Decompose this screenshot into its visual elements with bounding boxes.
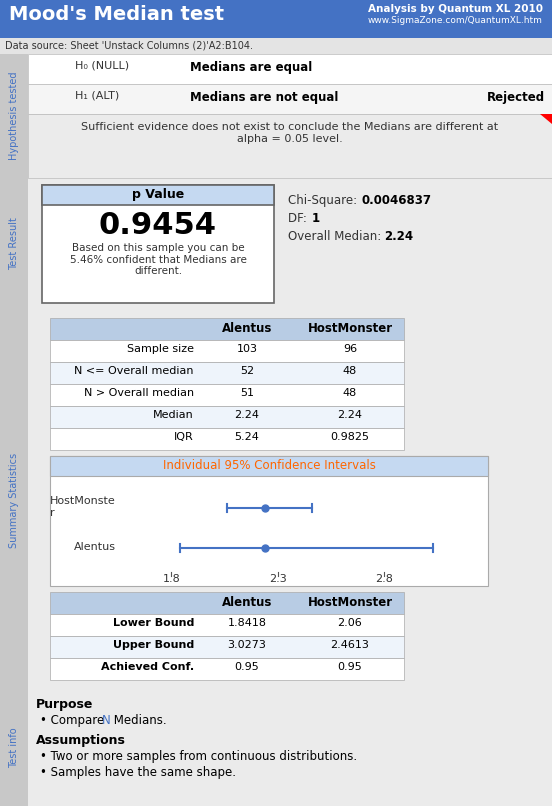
Text: Purpose: Purpose [36,698,93,711]
Text: Alentus: Alentus [74,542,116,552]
Bar [28,84,552,114]
Text: 2.24: 2.24 [384,230,413,243]
Text: Sufficient evidence does not exist to conclude the Medians are different at
alph: Sufficient evidence does not exist to co… [82,122,498,143]
Text: 2.24: 2.24 [337,410,363,420]
Bar [0,310,552,690]
Text: 1.8: 1.8 [162,574,180,584]
Text: 1: 1 [312,212,320,225]
Text: p Value: p Value [132,188,184,201]
Text: N > Overall median: N > Overall median [84,388,194,398]
Bar [50,428,404,450]
Text: Chi-Square:: Chi-Square: [288,194,361,207]
Text: Data source: Sheet 'Unstack Columns (2)'A2:B104.: Data source: Sheet 'Unstack Columns (2)'… [5,40,253,50]
Bar [50,456,488,586]
Text: 2.06: 2.06 [338,618,362,628]
Bar [50,456,488,476]
Text: Analysis by Quantum XL 2010: Analysis by Quantum XL 2010 [368,4,543,14]
Text: www.SigmaZone.com/QuantumXL.htm: www.SigmaZone.com/QuantumXL.htm [368,16,543,25]
Bar [28,114,552,178]
Text: Median: Median [153,410,194,420]
Text: Medians.: Medians. [110,714,167,727]
Bar [42,185,274,303]
Text: H₁ (ALT): H₁ (ALT) [75,91,119,101]
Text: 5.24: 5.24 [235,432,259,442]
Text: Mood's Median test: Mood's Median test [9,5,224,24]
Bar [0,178,28,310]
Text: Alentus: Alentus [222,322,272,335]
Text: • Compare: • Compare [40,714,108,727]
Text: Hypothesis tested: Hypothesis tested [9,72,19,160]
Text: Assumptions: Assumptions [36,734,126,747]
Text: Alentus: Alentus [222,596,272,609]
Bar [50,318,404,340]
Text: 48: 48 [343,388,357,398]
Bar [0,310,28,690]
Text: IQR: IQR [174,432,194,442]
Bar [50,340,404,362]
Polygon shape [540,114,552,124]
Bar [50,362,404,384]
Bar [0,178,552,310]
Text: N <= Overall median: N <= Overall median [75,366,194,376]
Bar [0,0,552,38]
Text: Lower Bound: Lower Bound [113,618,194,628]
Bar [50,614,404,636]
Text: Summary Statistics: Summary Statistics [9,452,19,547]
Text: 52: 52 [240,366,254,376]
Bar [0,38,552,54]
Text: Individual 95% Confidence Intervals: Individual 95% Confidence Intervals [162,459,375,472]
Text: Test info: Test info [9,728,19,768]
Bar [0,690,28,806]
Text: Upper Bound: Upper Bound [113,640,194,650]
Text: Rejected: Rejected [487,91,545,104]
Text: HostMonster: HostMonster [307,596,392,609]
Text: 2.24: 2.24 [235,410,259,420]
Text: 2.8: 2.8 [375,574,393,584]
Text: 0.95: 0.95 [338,662,362,672]
Bar [50,592,404,614]
Text: Medians are equal: Medians are equal [190,61,312,74]
Text: 2.4613: 2.4613 [331,640,369,650]
Bar [0,54,28,178]
Text: 0.95: 0.95 [235,662,259,672]
Text: 0.9454: 0.9454 [99,211,217,240]
Text: Overall Median:: Overall Median: [288,230,385,243]
Bar [42,185,274,205]
Bar [50,636,404,658]
Text: 48: 48 [343,366,357,376]
Text: 0.0046837: 0.0046837 [362,194,432,207]
Text: H₀ (NULL): H₀ (NULL) [75,61,129,71]
Text: N: N [102,714,111,727]
Text: • Two or more samples from continuous distributions.: • Two or more samples from continuous di… [40,750,357,763]
Bar [0,54,552,178]
Text: Medians are not equal: Medians are not equal [190,91,338,104]
Text: DF:: DF: [288,212,311,225]
Bar [50,384,404,406]
Bar [28,54,552,84]
Text: 51: 51 [240,388,254,398]
Text: Based on this sample you can be
5.46% confident that Medians are
different.: Based on this sample you can be 5.46% co… [70,243,246,276]
Bar [50,406,404,428]
Text: Achieved Conf.: Achieved Conf. [101,662,194,672]
Text: • Samples have the same shape.: • Samples have the same shape. [40,766,236,779]
Text: Test Result: Test Result [9,218,19,271]
Bar [50,658,404,680]
Text: HostMonste
r: HostMonste r [50,496,116,517]
Text: Sample size: Sample size [127,344,194,354]
Text: HostMonster: HostMonster [307,322,392,335]
Bar [0,690,552,806]
Text: 0.9825: 0.9825 [331,432,369,442]
Text: 103: 103 [236,344,257,354]
Text: 3.0273: 3.0273 [227,640,267,650]
Text: 2.3: 2.3 [269,574,286,584]
Text: 96: 96 [343,344,357,354]
Text: 1.8418: 1.8418 [227,618,267,628]
